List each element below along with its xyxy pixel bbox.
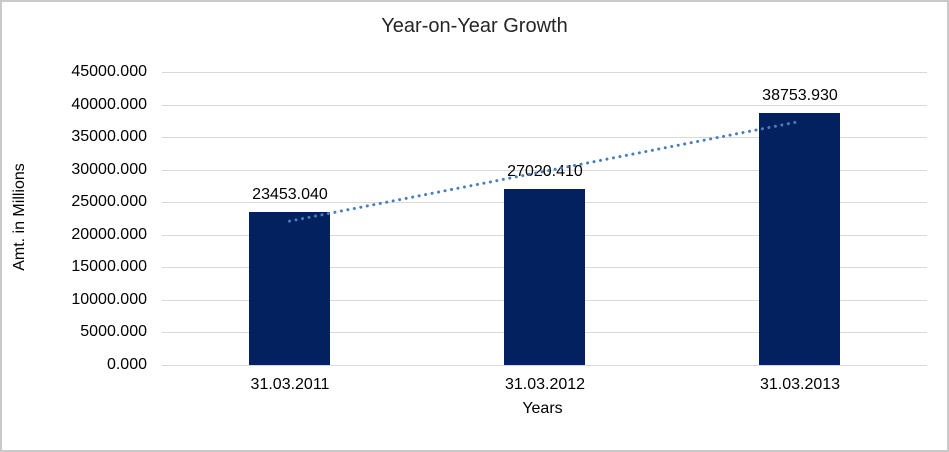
data-label: 27020.410 xyxy=(507,163,583,180)
bar-31.03.2012[interactable] xyxy=(504,189,585,365)
x-axis-category-label: 31.03.2011 xyxy=(250,376,330,393)
chart-title: Year-on-Year Growth xyxy=(381,15,568,37)
y-axis-title: Amt. in Millions xyxy=(11,163,28,271)
y-axis-tick-label: 40000.000 xyxy=(71,96,147,113)
bar-31.03.2013[interactable] xyxy=(759,113,840,365)
data-label: 38753.930 xyxy=(762,87,838,104)
gridline xyxy=(162,365,927,366)
bar-31.03.2011[interactable] xyxy=(249,212,330,365)
y-axis-tick-label: 10000.000 xyxy=(71,291,147,308)
y-axis-tick-label: 20000.000 xyxy=(71,226,147,243)
y-axis-tick-label: 5000.000 xyxy=(80,323,147,340)
y-axis-tick-label: 0.000 xyxy=(106,356,147,373)
x-axis-category-label: 31.03.2012 xyxy=(504,376,586,393)
y-axis-tick-label: 25000.000 xyxy=(71,193,147,210)
y-axis-tick-label: 30000.000 xyxy=(71,161,147,178)
y-axis-tick-label: 35000.000 xyxy=(71,128,147,145)
x-axis-title: Years xyxy=(522,400,563,417)
gridline xyxy=(162,105,927,106)
gridline xyxy=(162,72,927,73)
data-label: 23453.040 xyxy=(252,186,328,203)
y-axis-tick-label: 45000.000 xyxy=(71,63,147,80)
y-axis-tick-label: 15000.000 xyxy=(71,258,147,275)
x-axis-category-label: 31.03.2013 xyxy=(759,376,841,393)
